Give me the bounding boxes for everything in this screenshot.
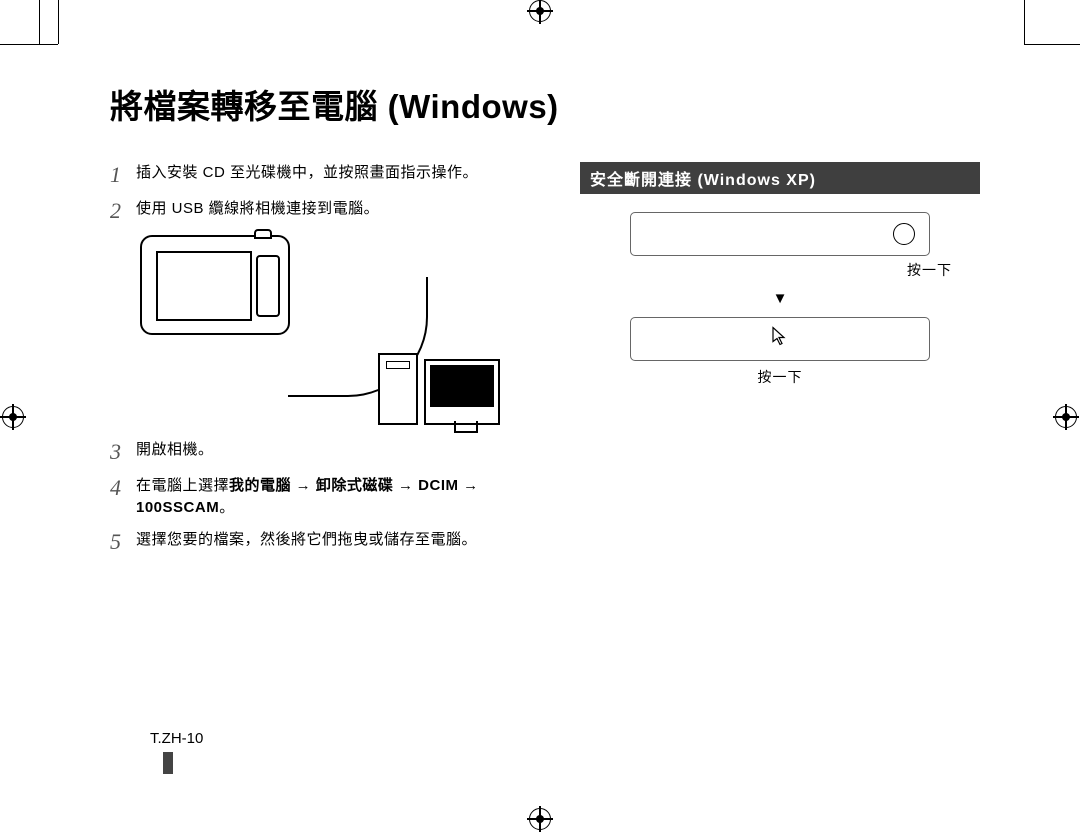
page-number: T.ZH-10 [150,730,203,747]
sidebar-header: 安全斷開連接 (Windows XP) [580,162,980,194]
crop-mark [1024,0,1025,44]
tray-icon [893,223,915,245]
step-row: 1 插入安裝 CD 至光碟機中，並按照畫面指示操作。 [110,162,540,188]
camera-icon [140,235,290,335]
registration-mark-icon [529,0,551,22]
footer-bar-icon [163,752,173,774]
step-text: 開啟相機。 [136,439,214,465]
tray-dialog-2 [630,317,930,361]
sidebar-column: 安全斷開連接 (Windows XP) 按一下 ▼ 按一下 [580,162,980,565]
step-text: 選擇您要的檔案，然後將它們拖曳或儲存至電腦。 [136,529,477,555]
registration-mark-icon [1055,406,1077,428]
step-number: 1 [110,162,136,188]
page-content: 將檔案轉移至電腦 (Windows) 1 插入安裝 CD 至光碟機中，並按照畫面… [110,80,980,565]
steps-column: 1 插入安裝 CD 至光碟機中，並按照畫面指示操作。 2 使用 USB 纜線將相… [110,162,540,565]
click-caption: 按一下 [580,367,980,387]
monitor-icon [424,359,500,425]
step-row: 2 使用 USB 纜線將相機連接到電腦。 [110,198,540,224]
step-row: 5 選擇您要的檔案，然後將它們拖曳或儲存至電腦。 [110,529,540,555]
crop-mark [58,0,59,44]
step-number: 5 [110,529,136,555]
step-row: 4 在電腦上選擇我的電腦 → 卸除式磁碟 → DCIM → 100SSCAM。 [110,475,540,519]
step-row: 3 開啟相機。 [110,439,540,465]
crop-mark [1024,44,1080,45]
crop-mark [0,44,58,45]
step-prefix: 在電腦上選擇 [136,477,229,494]
crop-mark [39,0,40,44]
step-text: 插入安裝 CD 至光碟機中，並按照畫面指示操作。 [136,162,478,188]
page-title: 將檔案轉移至電腦 (Windows) [110,80,980,128]
step-text: 在電腦上選擇我的電腦 → 卸除式磁碟 → DCIM → 100SSCAM。 [136,475,540,519]
click-caption: 按一下 [580,260,952,280]
registration-mark-icon [529,808,551,830]
pc-tower-icon [378,353,418,425]
step-number: 3 [110,439,136,465]
connection-illustration [140,235,500,425]
arrow-down-icon: ▼ [580,290,980,307]
step-text: 使用 USB 纜線將相機連接到電腦。 [136,198,379,224]
tray-dialog-1 [630,212,930,256]
registration-mark-icon [2,406,24,428]
step-suffix: 。 [219,499,235,516]
step-number: 4 [110,475,136,519]
step-number: 2 [110,198,136,224]
cursor-icon [772,327,788,352]
